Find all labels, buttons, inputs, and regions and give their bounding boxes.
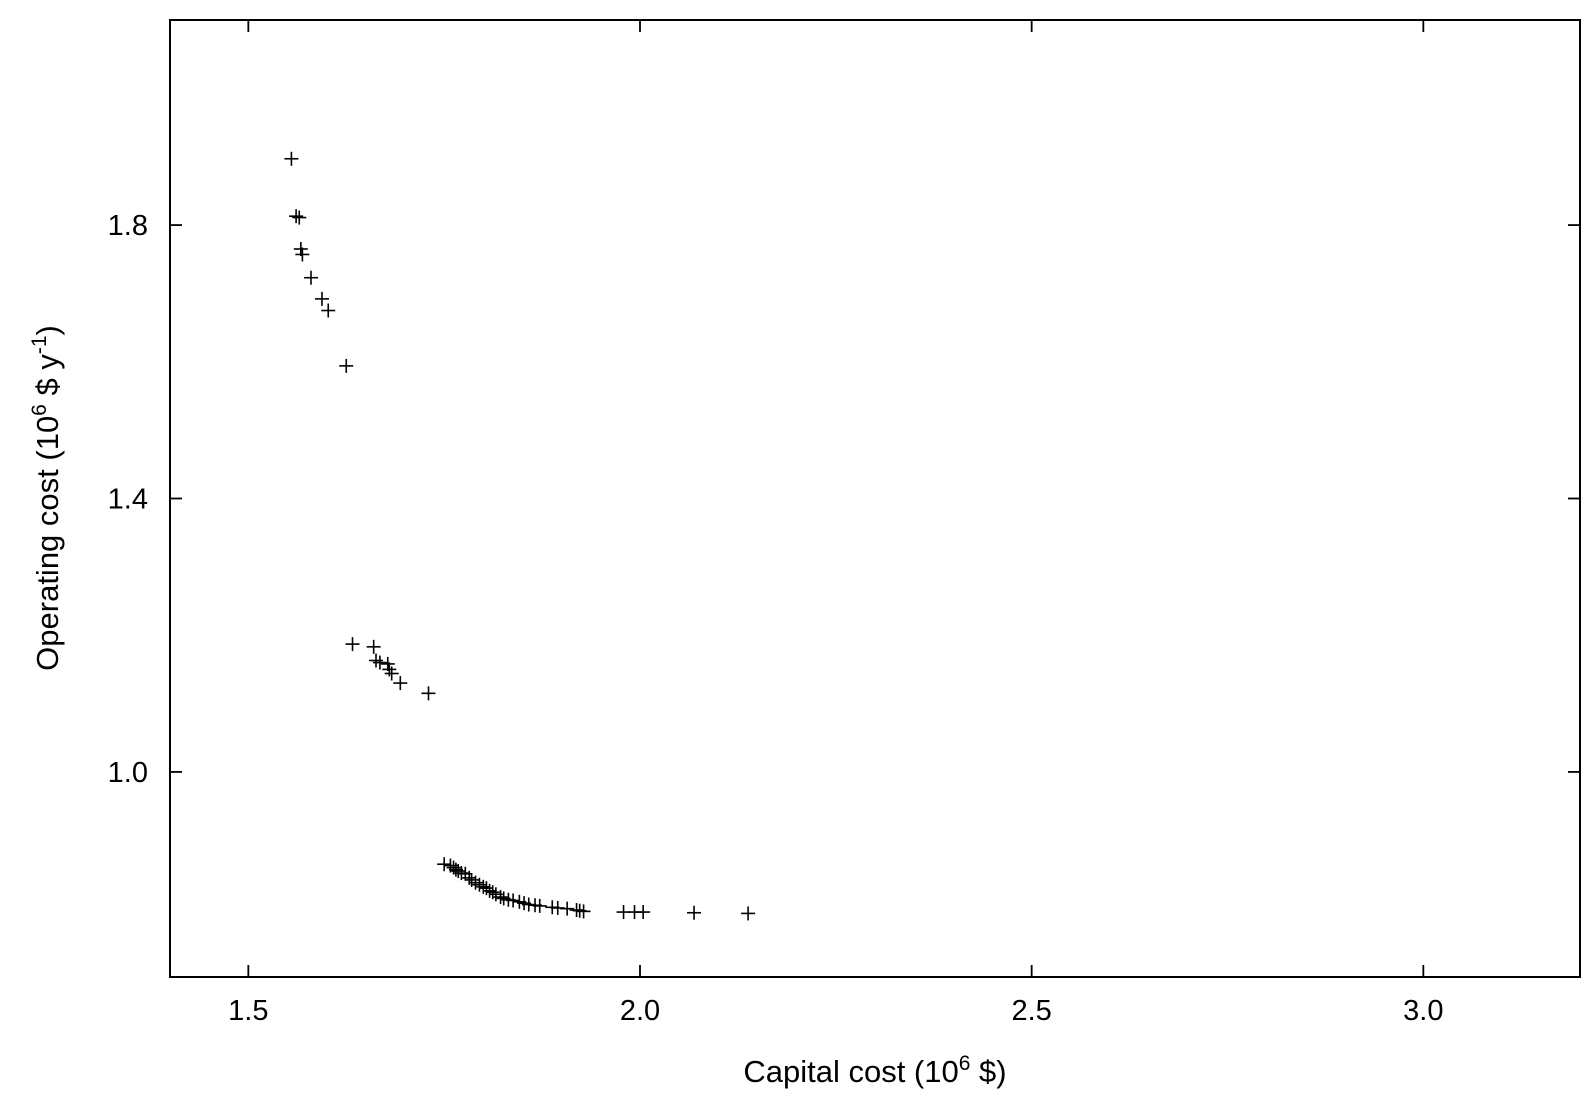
data-point (451, 864, 466, 879)
data-point (741, 906, 756, 921)
data-point (576, 904, 591, 919)
x-axis-label-post: $) (970, 1054, 1006, 1089)
data-point (369, 653, 384, 668)
data-point (284, 151, 299, 166)
y-axis-label-pre: Operating cost (10 (30, 416, 65, 671)
data-point (687, 905, 702, 920)
x-axis-label-sup: 6 (959, 1052, 971, 1075)
data-point (393, 676, 408, 691)
data-point (289, 209, 304, 224)
data-point (345, 637, 360, 652)
plot-frame (169, 19, 1581, 978)
data-point (437, 857, 452, 872)
y-axis-label-mid: $ y (30, 354, 65, 404)
data-point (448, 862, 463, 877)
data-point (372, 655, 387, 670)
data-point (366, 639, 381, 654)
data-point (295, 247, 310, 262)
data-point (421, 686, 436, 701)
x-tick-label: 1.5 (228, 995, 268, 1027)
x-tick-label: 3.0 (1403, 995, 1443, 1027)
y-axis-label-sup2: -1 (28, 335, 51, 354)
y-tick-label: 1.0 (108, 757, 148, 789)
data-point (292, 210, 307, 225)
x-axis-label-pre: Capital cost (10 (743, 1054, 958, 1089)
data-point (380, 656, 395, 671)
data-point (506, 893, 521, 908)
data-point (384, 666, 399, 681)
data-point (293, 241, 308, 256)
data-point (304, 270, 318, 285)
data-point (493, 890, 508, 905)
tick-labels: 1.5 2.0 2.5 3.0 1.0 1.4 1.8 (108, 210, 1444, 1027)
y-axis-label: Operating cost (106 $ y-1) (28, 325, 65, 671)
data-point (321, 303, 336, 318)
axis-ticks (170, 20, 1580, 977)
x-tick-label: 2.5 (1012, 995, 1052, 1027)
data-point (339, 358, 354, 373)
y-tick-label: 1.8 (108, 210, 148, 242)
data-point (636, 905, 651, 920)
y-axis-label-post: ) (30, 325, 65, 335)
x-tick-label: 2.0 (620, 995, 660, 1027)
data-point (314, 291, 329, 306)
y-tick-label: 1.4 (108, 484, 148, 516)
data-point (560, 901, 575, 916)
data-point (485, 885, 500, 900)
x-axis-label: Capital cost (106 $) (743, 1052, 1006, 1089)
data-point (482, 883, 497, 898)
y-axis-label-sup1: 6 (28, 404, 51, 416)
data-point (532, 898, 547, 913)
data-points (284, 151, 756, 921)
